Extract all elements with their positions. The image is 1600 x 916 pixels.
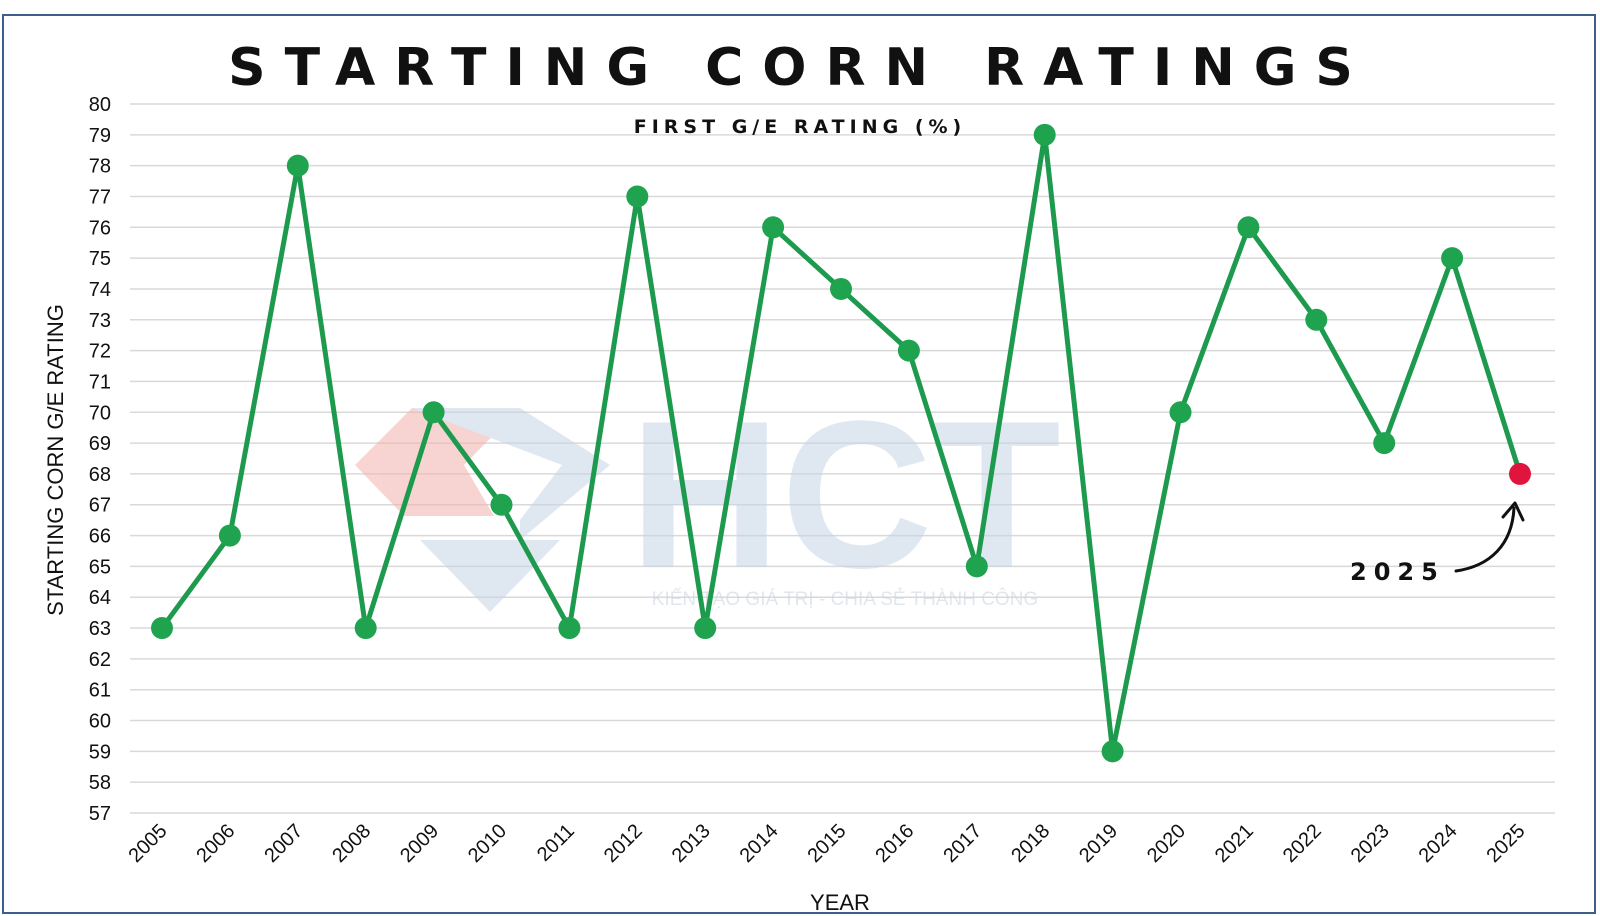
data-point	[1373, 432, 1396, 455]
watermark-logo-blue-shape	[412, 408, 610, 540]
data-point	[1169, 401, 1192, 424]
data-point	[286, 154, 309, 177]
y-tick-label: 68	[89, 464, 111, 486]
annotation-label: 2025	[1350, 558, 1445, 586]
x-tick-label: 2007	[260, 820, 307, 867]
y-axis-label: STARTING CORN G/E RATING	[43, 304, 68, 616]
watermark-logo-red-shape	[355, 408, 520, 516]
x-tick-label: 2006	[192, 820, 239, 867]
chart-title: STARTING CORN RATINGS	[228, 38, 1372, 98]
y-tick-label: 67	[89, 495, 111, 517]
x-tick-label: 2018	[1007, 820, 1054, 867]
y-tick-label: 63	[89, 618, 111, 640]
y-tick-label: 65	[89, 556, 111, 578]
x-tick-label: 2009	[396, 820, 443, 867]
watermark-tagline: KIẾN TẠO GIÁ TRỊ - CHIA SẺ THÀNH CÔNG	[652, 588, 1038, 610]
data-points	[151, 123, 1531, 763]
y-tick-label: 76	[89, 217, 111, 239]
y-axis-ticks: 57 58 59 60 61 62 63 64 65 66 67 68 69 70 71 72 73 74 75 76…	[89, 94, 111, 825]
x-tick-label: 2008	[328, 820, 375, 867]
x-tick-label: 2021	[1211, 820, 1258, 867]
data-point	[1101, 740, 1124, 763]
y-tick-label: 64	[89, 587, 111, 609]
y-tick-label: 77	[89, 186, 111, 208]
y-tick-label: 57	[89, 803, 111, 825]
x-tick-label: 2019	[1075, 820, 1122, 867]
x-tick-label: 2023	[1347, 820, 1394, 867]
x-tick-label: 2014	[736, 820, 783, 867]
data-point	[1033, 123, 1056, 146]
data-point	[830, 277, 852, 300]
x-tick-label: 2017	[939, 820, 986, 867]
x-tick-label: 2005	[125, 820, 172, 867]
data-point	[1237, 216, 1260, 239]
data-point	[965, 555, 988, 578]
data-point	[490, 493, 513, 516]
x-tick-label: 2012	[600, 820, 647, 867]
x-axis-ticks: 2005 2006 2007 2008 2009 2010 2011 2012 2013 2014…	[125, 820, 1530, 867]
x-tick-label: 2013	[668, 820, 715, 867]
data-point	[897, 339, 920, 362]
data-point-highlight	[1509, 462, 1531, 485]
data-point	[694, 617, 717, 640]
y-tick-label: 78	[89, 156, 111, 178]
y-tick-label: 60	[89, 711, 111, 733]
watermark-logo-blue-triangle	[420, 540, 560, 612]
x-tick-label: 2022	[1279, 820, 1326, 867]
data-point	[151, 617, 173, 640]
y-tick-label: 66	[89, 526, 111, 548]
y-tick-label: 58	[89, 772, 111, 794]
x-tick-label: 2015	[804, 820, 851, 867]
chart-subtitle: FIRST G/E RATING (%)	[633, 116, 967, 138]
data-point	[422, 401, 445, 424]
annotation-2025: 2025	[1350, 501, 1525, 586]
data-point	[354, 617, 377, 640]
y-tick-label: 74	[89, 279, 111, 301]
x-tick-label: 2011	[533, 820, 579, 866]
chart-frame	[2, 14, 1596, 914]
y-tick-label: 72	[89, 341, 111, 363]
x-tick-label: 2025	[1483, 820, 1530, 867]
y-tick-label: 61	[89, 680, 111, 702]
annotation-arrowhead	[1501, 501, 1525, 522]
y-tick-label: 79	[89, 125, 111, 147]
x-axis-label: YEAR	[810, 890, 870, 915]
data-point	[558, 617, 581, 640]
y-tick-label: 69	[89, 433, 111, 455]
y-tick-label: 62	[89, 649, 111, 671]
x-tick-label: 2016	[871, 820, 918, 867]
y-tick-label: 80	[89, 94, 111, 116]
y-tick-label: 71	[89, 371, 111, 393]
data-point	[762, 216, 785, 239]
x-tick-label: 2020	[1143, 820, 1190, 867]
annotation-arrow	[1454, 506, 1516, 573]
y-tick-label: 73	[89, 310, 111, 332]
data-point	[1305, 308, 1328, 331]
y-tick-label: 75	[89, 248, 111, 270]
watermark-logo-text: HCT	[629, 377, 1061, 612]
x-tick-label: 2010	[464, 820, 511, 867]
x-tick-label: 2024	[1415, 820, 1462, 867]
data-point	[626, 185, 649, 208]
data-point	[1441, 247, 1464, 270]
y-tick-label: 70	[89, 402, 111, 424]
y-tick-label: 59	[89, 741, 111, 763]
data-point	[218, 524, 241, 547]
